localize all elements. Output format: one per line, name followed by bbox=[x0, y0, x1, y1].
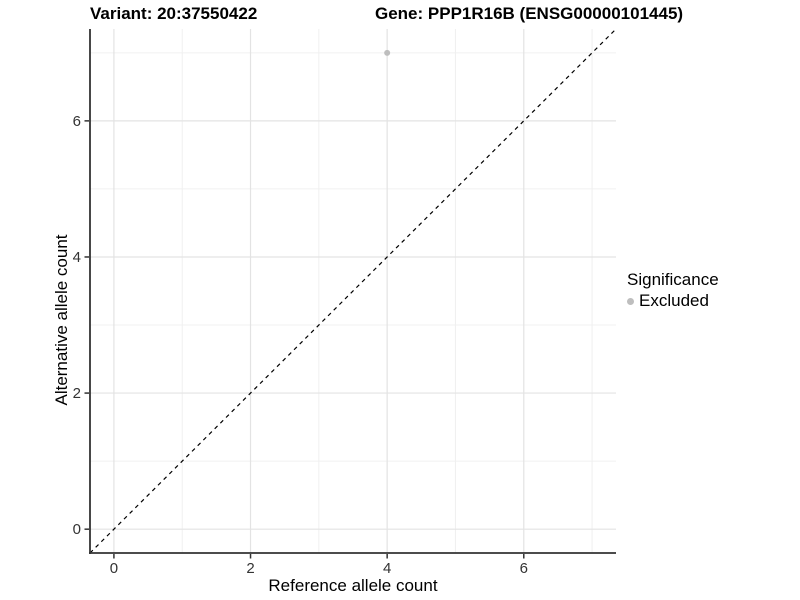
x-tick-label: 0 bbox=[110, 560, 118, 577]
excluded-point-icon bbox=[627, 297, 634, 305]
y-tick-label: 4 bbox=[73, 249, 81, 266]
x-tick-label: 4 bbox=[383, 560, 391, 577]
legend-item-label: Excluded bbox=[639, 291, 709, 310]
legend: Significance Excluded bbox=[627, 270, 719, 310]
legend-item-excluded: Excluded bbox=[627, 292, 719, 310]
data-point bbox=[384, 49, 391, 56]
identity-reference-line bbox=[89, 28, 617, 554]
x-tick-label: 2 bbox=[246, 560, 254, 577]
legend-title: Significance bbox=[627, 270, 719, 289]
x-tick-label: 6 bbox=[520, 560, 528, 577]
x-axis-title: Reference allele count bbox=[268, 576, 438, 595]
y-tick-label: 0 bbox=[73, 521, 81, 538]
variant-title: Variant: 20:37550422 bbox=[90, 4, 258, 23]
gene-title: Gene: PPP1R16B (ENSG00000101445) bbox=[375, 4, 684, 23]
y-axis-title: Alternative allele count bbox=[52, 234, 71, 406]
y-tick-label: 6 bbox=[73, 113, 81, 130]
y-tick-label: 2 bbox=[73, 385, 81, 402]
